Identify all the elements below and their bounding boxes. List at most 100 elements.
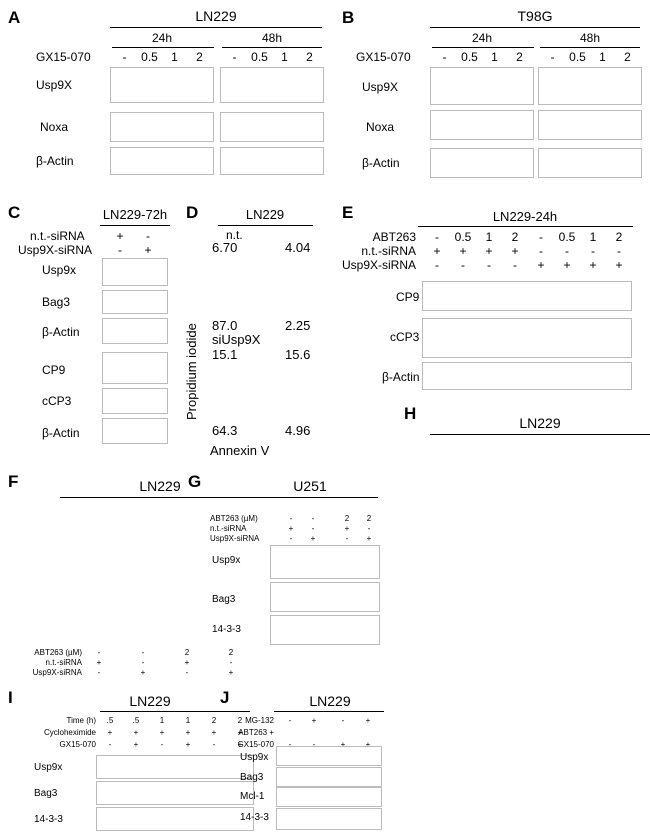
cond-label: Usp9X-siRNA xyxy=(32,668,82,677)
cond-value: 1 xyxy=(485,230,493,244)
y-tick-label: 10 xyxy=(67,626,74,632)
cond-label: ABT263 (µM) xyxy=(34,648,82,657)
x-tick-label: - xyxy=(485,802,488,809)
blot-label: Usp9x xyxy=(240,752,269,763)
x-axis-label: GX15-070 (µM) xyxy=(400,802,448,809)
legend-swatch xyxy=(592,442,602,450)
dose-label: 2 xyxy=(516,50,523,64)
cond-label: Usp9X-siRNA xyxy=(18,243,93,257)
blot-label: cCP3 xyxy=(42,394,72,408)
x-tick-label: 0.5 xyxy=(526,680,536,687)
panel-i-letter: I xyxy=(8,688,13,707)
bar xyxy=(169,532,205,640)
cond-value: + xyxy=(211,728,217,737)
y-tick-label: 40 xyxy=(67,591,74,597)
cond-value: + xyxy=(116,229,124,243)
quadrant-value: 4.04 xyxy=(285,240,311,255)
y-axis-label: Bag3 mRNA levels (% of control) xyxy=(425,573,432,675)
x-axis-label: GX15-070 (µM) xyxy=(400,568,448,575)
blot-label: 14-3-3 xyxy=(240,812,269,823)
panel-c-title: LN229-72h xyxy=(102,207,168,222)
y-tick-label: 100 xyxy=(438,645,449,651)
y-tick-label: 180 xyxy=(438,450,449,456)
cond-label: ABT263 + xyxy=(238,728,274,737)
y-tick-label: 40 xyxy=(441,532,448,538)
blot-label: CP9 xyxy=(42,363,66,377)
blot-label: β-Actin xyxy=(382,370,420,384)
bar xyxy=(81,523,117,640)
y-tick-label: 200 xyxy=(438,438,449,444)
panel-a-time2: 48h xyxy=(261,31,283,45)
bar xyxy=(478,647,493,670)
x-tick-label: 1 xyxy=(574,802,578,809)
y-tick-label: 350 xyxy=(438,710,449,716)
y-tick-label: 120 xyxy=(438,485,449,491)
blot-label: β-Actin xyxy=(362,156,400,170)
y-tick-label: 100 xyxy=(64,522,75,528)
panel-a-letter: A xyxy=(8,8,21,27)
blot-label: Usp9X xyxy=(362,80,399,94)
cond-label: GX15-070 xyxy=(59,740,96,749)
cond-value: .5 xyxy=(106,716,114,725)
dose-label: 0.5 xyxy=(461,50,478,64)
legend-label: 24 h xyxy=(606,593,620,600)
bar xyxy=(613,743,628,792)
bar xyxy=(125,523,161,640)
x-tick-label: 2 xyxy=(619,568,623,575)
cond-value: + xyxy=(537,258,545,272)
y-tick-label: 90 xyxy=(67,533,74,539)
cond-value: + xyxy=(366,534,372,543)
quadrant-value: 87.0 xyxy=(212,318,238,333)
western-blot xyxy=(102,258,168,286)
legend-label: 7 h xyxy=(606,582,616,589)
blot-label: Bag3 xyxy=(42,295,71,309)
western-blot xyxy=(102,352,168,384)
x-tick-label: 2 xyxy=(596,568,600,575)
bar xyxy=(613,587,628,670)
blot-label: 14-3-3 xyxy=(212,624,241,635)
western-blot xyxy=(220,67,324,103)
panel-j-letter: J xyxy=(220,688,230,707)
cond-value: + xyxy=(433,244,441,258)
cond-label: ABT263 xyxy=(372,230,416,244)
y-tick-label: 150 xyxy=(438,756,449,762)
p-value: p<0.001 xyxy=(210,525,233,531)
cond-value: 1 xyxy=(159,716,165,725)
y-tick-label: 300 xyxy=(438,721,449,727)
panel-h-letter: H xyxy=(404,404,417,423)
cond-value: - xyxy=(212,740,216,749)
bar xyxy=(501,501,516,558)
x-tick-label: - xyxy=(462,680,465,687)
cond-value: - xyxy=(97,668,101,677)
cond-value: - xyxy=(345,534,349,543)
cond-value: + xyxy=(140,668,146,677)
bar xyxy=(501,645,516,670)
y-tick-label: 80 xyxy=(67,545,74,551)
cond-value: + xyxy=(185,740,191,749)
y-axis-label: Usp9X mRNA levels (% of control) xyxy=(425,446,432,553)
x-tick-label: 0.5 xyxy=(503,802,513,809)
dose-label: 0.5 xyxy=(569,50,586,64)
western-blot xyxy=(276,808,382,830)
panel-i-title: LN229 xyxy=(129,693,171,709)
x-tick-label: - xyxy=(485,568,488,575)
cond-value: - xyxy=(288,716,292,725)
bar xyxy=(591,490,606,558)
y-tick-label: 0 xyxy=(445,668,449,674)
d-xlabel: Annexin V xyxy=(210,443,270,458)
cond-value: - xyxy=(141,658,145,667)
y-axis-label: Cell viability (% of control) xyxy=(47,536,54,617)
bar xyxy=(613,487,628,558)
quadrant-value: 2.25 xyxy=(285,318,311,333)
panel-e-title: LN229-24h xyxy=(492,209,558,224)
cond-value: + xyxy=(184,658,190,667)
blot-label: β-Actin xyxy=(42,325,80,339)
panel-b-title: T98G xyxy=(517,8,553,24)
bar xyxy=(546,743,561,792)
cond-value: + xyxy=(459,244,467,258)
legend-label: 24 h xyxy=(606,455,620,462)
dose-label: - xyxy=(442,50,447,64)
panel-h-title: LN229 xyxy=(519,415,561,431)
cond-value: + xyxy=(107,728,113,737)
cond-value: - xyxy=(513,258,517,272)
